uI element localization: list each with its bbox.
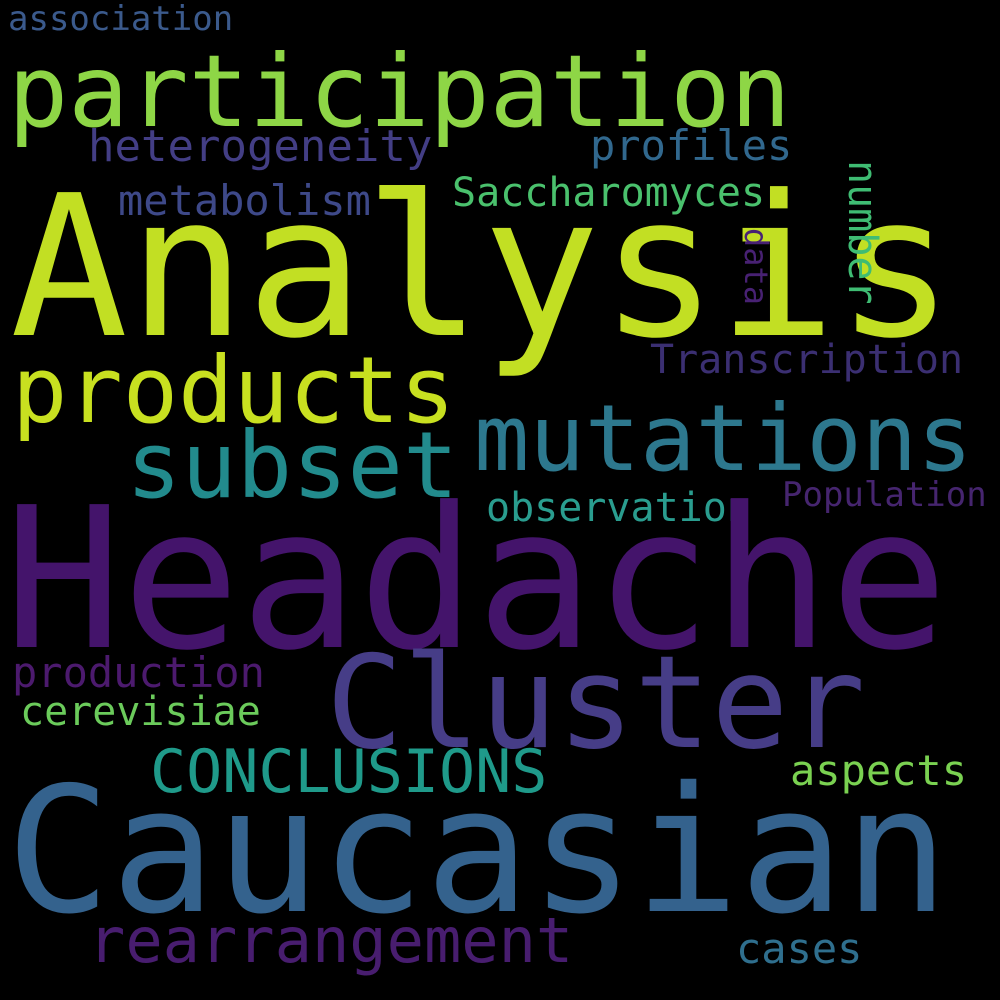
word-profiles: profiles: [590, 121, 793, 170]
word-conclusions: CONCLUSIONS: [150, 737, 548, 807]
word-mutations: mutations: [474, 385, 973, 492]
word-population: Population: [782, 475, 987, 515]
word-cerevisiae: cerevisiae: [20, 689, 261, 735]
word-caucasian: Caucasian: [6, 750, 949, 953]
word-headache: Headache: [4, 466, 949, 694]
word-data: data: [737, 228, 775, 306]
word-transcription: Transcription: [650, 337, 964, 383]
word-cases: cases: [736, 924, 863, 973]
word-aspects: aspects: [790, 746, 968, 795]
word-association: association: [8, 0, 234, 39]
word-rearrangement: rearrangement: [88, 904, 574, 977]
word-subset: subset: [126, 412, 459, 519]
word-saccharomyces: Saccharomyces: [452, 170, 766, 216]
word-participation: participation: [8, 33, 791, 150]
word-products: products: [12, 337, 456, 444]
word-production: production: [12, 648, 265, 697]
word-metabolism: metabolism: [118, 176, 371, 225]
word-heterogeneity: heterogeneity: [88, 121, 433, 172]
word-observation: observation: [486, 485, 751, 531]
word-number: number: [839, 160, 885, 305]
word-analysis: Analysis: [10, 154, 955, 382]
word-cluster: Cluster: [326, 629, 866, 778]
